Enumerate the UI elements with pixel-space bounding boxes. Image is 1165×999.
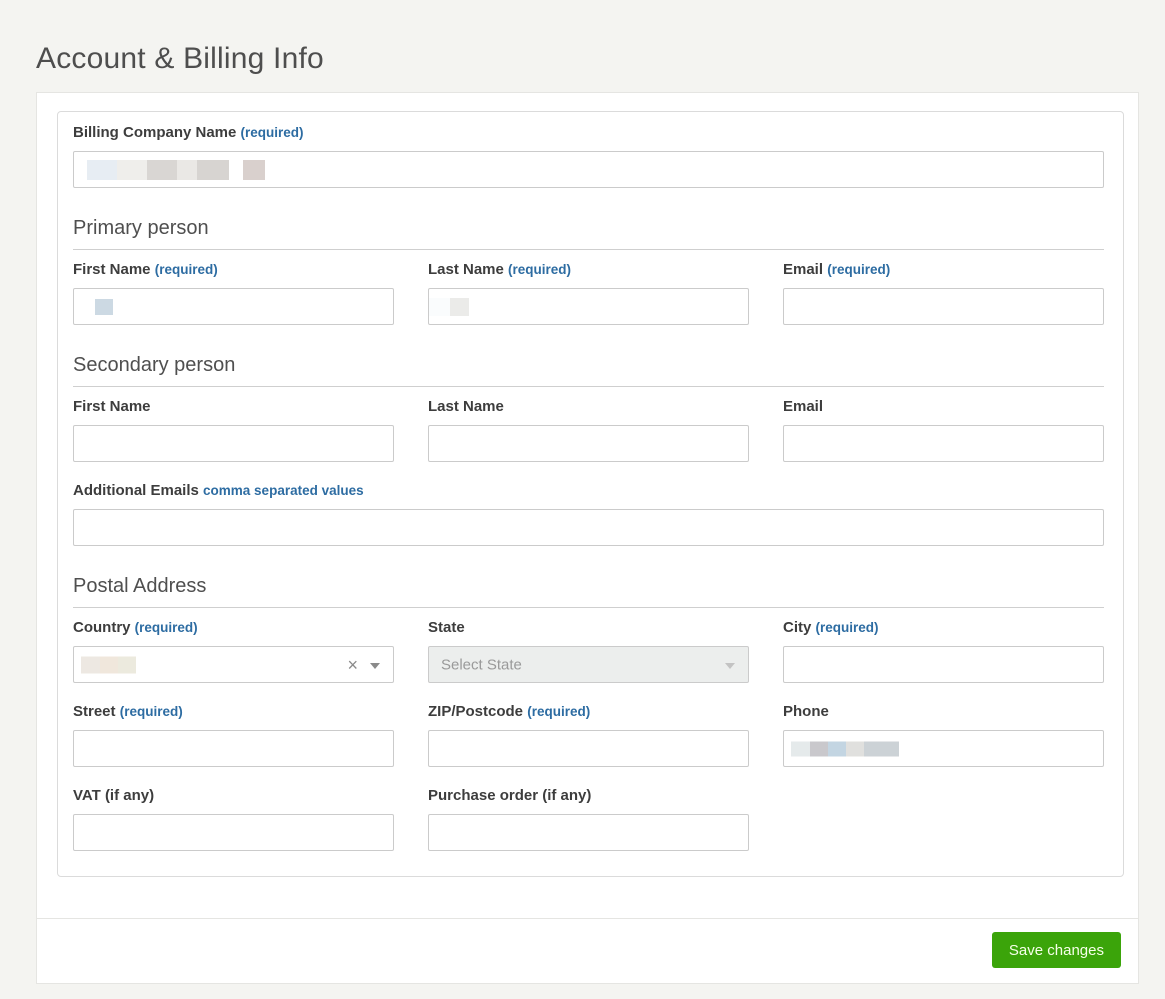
country-select[interactable]: × xyxy=(73,646,394,683)
zip-label-text: ZIP/Postcode xyxy=(428,703,524,720)
street-label: Street (required) xyxy=(73,703,394,720)
section-heading-primary-person: Primary person xyxy=(73,216,1104,250)
primary-last-name-field: Last Name (required) xyxy=(428,250,749,325)
billing-company-label: Billing Company Name (required) xyxy=(73,124,1104,141)
city-input[interactable] xyxy=(783,646,1104,683)
footer-divider xyxy=(37,918,1138,919)
additional-emails-label-text: Additional Emails xyxy=(73,482,199,499)
purchase-order-label: Purchase order (if any) xyxy=(428,787,749,804)
secondary-last-name-field: Last Name xyxy=(428,387,749,462)
street-input[interactable] xyxy=(73,730,394,767)
primary-first-name-label: First Name (required) xyxy=(73,261,394,278)
redacted-value xyxy=(81,656,136,673)
zip-label: ZIP/Postcode (required) xyxy=(428,703,749,720)
phone-input[interactable] xyxy=(783,730,1104,767)
vat-label-text: VAT (if any) xyxy=(73,787,155,804)
vat-input[interactable] xyxy=(73,814,394,851)
phone-label-text: Phone xyxy=(783,703,829,720)
billing-company-input[interactable] xyxy=(73,151,1104,188)
city-field: City (required) xyxy=(783,608,1104,683)
purchase-order-input[interactable] xyxy=(428,814,749,851)
secondary-first-name-input[interactable] xyxy=(73,425,394,462)
country-label: Country (required) xyxy=(73,619,394,636)
billing-company-label-text: Billing Company Name xyxy=(73,124,237,141)
primary-email-input[interactable] xyxy=(783,288,1104,325)
state-field: State Select State xyxy=(428,608,749,683)
purchase-order-field: Purchase order (if any) xyxy=(428,767,749,851)
required-tag: (required) xyxy=(527,704,591,719)
country-label-text: Country xyxy=(73,619,131,636)
required-tag: (required) xyxy=(134,620,198,635)
primary-first-name-input[interactable] xyxy=(73,288,394,325)
billing-form-panel: Billing Company Name (required) Primary … xyxy=(57,111,1124,877)
country-field: Country (required) × xyxy=(73,608,394,683)
last-name-label-text: Last Name xyxy=(428,398,504,415)
secondary-email-input[interactable] xyxy=(783,425,1104,462)
last-name-label-text: Last Name xyxy=(428,261,504,278)
primary-last-name-input[interactable] xyxy=(428,288,749,325)
primary-email-field: Email (required) xyxy=(783,250,1104,325)
city-label: City (required) xyxy=(783,619,1104,636)
purchase-order-label-text: Purchase order (if any) xyxy=(428,787,592,804)
chevron-down-icon xyxy=(725,662,735,669)
spacer-column xyxy=(783,767,1104,851)
required-tag: (required) xyxy=(508,262,572,277)
first-name-label-text: First Name xyxy=(73,261,151,278)
email-label-text: Email xyxy=(783,261,824,278)
zip-field: ZIP/Postcode (required) xyxy=(428,683,749,767)
billing-company-field: Billing Company Name (required) xyxy=(73,124,1104,188)
vat-field: VAT (if any) xyxy=(73,767,394,851)
email-label-text: Email xyxy=(783,398,824,415)
street-field: Street (required) xyxy=(73,683,394,767)
primary-email-label: Email (required) xyxy=(783,261,1104,278)
primary-last-name-label: Last Name (required) xyxy=(428,261,749,278)
phone-field: Phone xyxy=(783,683,1104,767)
required-tag: (required) xyxy=(827,262,891,277)
section-heading-secondary-person: Secondary person xyxy=(73,353,1104,387)
secondary-last-name-label: Last Name xyxy=(428,398,749,415)
required-tag: (required) xyxy=(815,620,879,635)
required-tag: (required) xyxy=(154,262,218,277)
state-select-placeholder: Select State xyxy=(441,656,522,673)
additional-emails-label: Additional Emails comma separated values xyxy=(73,482,1104,499)
city-label-text: City xyxy=(783,619,812,636)
first-name-label-text: First Name xyxy=(73,398,151,415)
required-tag: (required) xyxy=(119,704,183,719)
postal-row-3: VAT (if any) Purchase order (if any) xyxy=(73,767,1104,851)
additional-emails-hint: comma separated values xyxy=(203,483,364,498)
secondary-email-label: Email xyxy=(783,398,1104,415)
secondary-first-name-field: First Name xyxy=(73,387,394,462)
primary-person-row: First Name (required) Last Name (require… xyxy=(73,250,1104,325)
section-heading-postal-address: Postal Address xyxy=(73,574,1104,608)
chevron-down-icon xyxy=(370,662,380,669)
street-label-text: Street xyxy=(73,703,116,720)
page-title: Account & Billing Info xyxy=(36,42,324,75)
billing-form-card: Billing Company Name (required) Primary … xyxy=(36,92,1139,984)
secondary-first-name-label: First Name xyxy=(73,398,394,415)
phone-label: Phone xyxy=(783,703,1104,720)
state-label: State xyxy=(428,619,749,636)
secondary-last-name-input[interactable] xyxy=(428,425,749,462)
primary-first-name-field: First Name (required) xyxy=(73,250,394,325)
required-tag: (required) xyxy=(240,125,304,140)
postal-row-2: Street (required) ZIP/Postcode (required… xyxy=(73,683,1104,767)
clear-country-icon[interactable]: × xyxy=(347,654,358,675)
secondary-person-row: First Name Last Name Email xyxy=(73,387,1104,462)
additional-emails-field: Additional Emails comma separated values xyxy=(73,482,1104,546)
state-label-text: State xyxy=(428,619,465,636)
zip-input[interactable] xyxy=(428,730,749,767)
additional-emails-input[interactable] xyxy=(73,509,1104,546)
state-select[interactable]: Select State xyxy=(428,646,749,683)
save-changes-button[interactable]: Save changes xyxy=(991,932,1121,968)
postal-row-1: Country (required) × State Select State xyxy=(73,608,1104,683)
secondary-email-field: Email xyxy=(783,387,1104,462)
vat-label: VAT (if any) xyxy=(73,787,394,804)
